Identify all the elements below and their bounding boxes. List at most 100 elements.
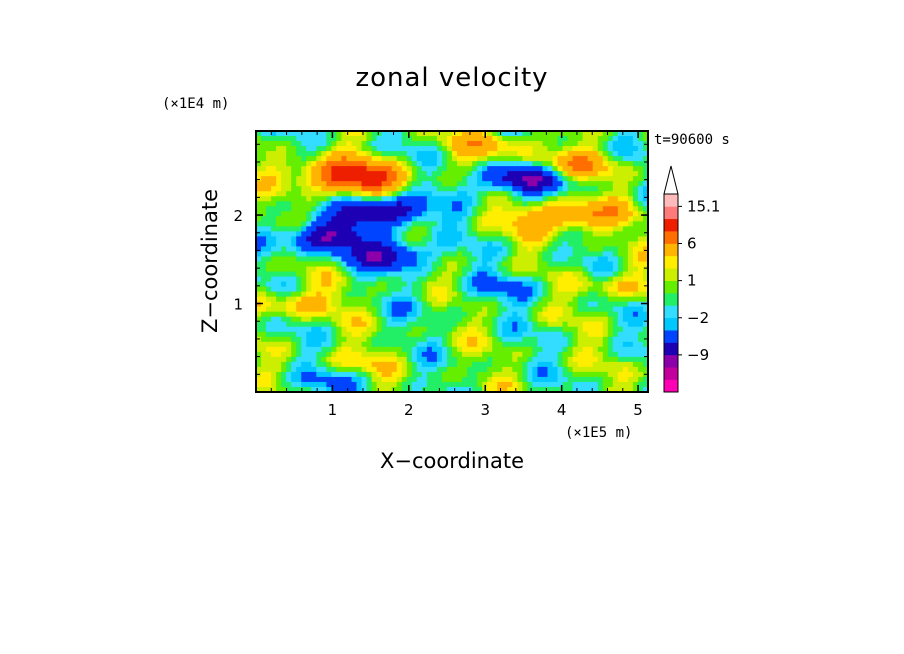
field-cell (311, 336, 317, 343)
field-cell (391, 246, 398, 253)
field-cell (587, 281, 594, 288)
field-cell (622, 276, 629, 283)
field-cell (452, 281, 458, 288)
field-cell (296, 236, 302, 243)
field-cell (406, 246, 413, 253)
field-cell (261, 321, 267, 328)
field-cell (457, 301, 463, 308)
field-cell (376, 331, 383, 338)
field-cell (426, 201, 433, 207)
field-cell (411, 336, 418, 343)
field-cell (567, 166, 574, 172)
field-cell (592, 376, 599, 383)
field-cell (396, 261, 403, 268)
field-cell (477, 156, 483, 162)
field-cell (492, 336, 498, 343)
field-cell (477, 246, 483, 253)
field-cell (326, 216, 332, 222)
field-cell (552, 176, 559, 182)
field-cell (522, 136, 528, 142)
field-cell (582, 351, 589, 358)
field-cell (617, 341, 624, 348)
field-cell (582, 291, 589, 298)
field-cell (642, 356, 648, 363)
field-cell (346, 201, 353, 207)
field-cell (517, 211, 523, 217)
field-cell (396, 361, 403, 368)
field-cell (522, 261, 528, 268)
field-cell (261, 276, 267, 283)
field-cell (431, 246, 438, 253)
field-cell (291, 221, 297, 227)
field-cell (507, 316, 513, 323)
field-cell (452, 376, 458, 383)
x-tick-label: 5 (633, 401, 643, 419)
field-cell (326, 136, 332, 142)
field-cell (406, 301, 413, 308)
field-cell (341, 246, 348, 253)
field-cell (276, 276, 282, 283)
field-cell (311, 216, 317, 222)
field-cell (602, 346, 609, 353)
field-cell (316, 261, 322, 268)
field-cell (411, 306, 418, 313)
field-cell (316, 296, 322, 303)
field-cell (371, 311, 378, 318)
field-cell (542, 216, 549, 222)
field-cell (587, 226, 594, 232)
field-cell (401, 186, 408, 192)
field-cell (411, 341, 418, 348)
field-cell (637, 331, 644, 338)
field-cell (266, 351, 272, 358)
field-cell (346, 136, 353, 142)
field-cell (612, 311, 619, 318)
field-cell (587, 326, 594, 333)
field-cell (452, 211, 458, 217)
field-cell (477, 186, 483, 192)
field-cell (286, 361, 292, 368)
field-cell (552, 306, 559, 313)
field-cell (537, 311, 544, 318)
field-cell (321, 331, 327, 338)
field-cell (592, 276, 599, 283)
field-cell (482, 326, 488, 333)
field-cell (467, 336, 473, 343)
field-cell (567, 341, 574, 348)
field-cell (396, 206, 403, 212)
field-cell (642, 326, 648, 333)
field-cell (597, 306, 604, 313)
field-cell (642, 166, 648, 172)
field-cell (296, 201, 302, 207)
field-cell (446, 276, 453, 283)
field-cell (306, 241, 312, 248)
field-cell (271, 206, 277, 212)
field-cell (361, 156, 368, 162)
field-cell (517, 151, 523, 157)
field-cell (411, 346, 418, 353)
field-cell (482, 191, 488, 197)
field-cell (301, 186, 307, 192)
field-cell (361, 361, 368, 368)
field-cell (547, 191, 554, 197)
field-cell (517, 181, 523, 187)
field-cell (396, 216, 403, 222)
field-cell (507, 256, 513, 263)
field-cell (572, 266, 579, 273)
field-cell (351, 316, 358, 323)
field-cell (276, 231, 282, 237)
field-cell (401, 361, 408, 368)
field-cell (301, 351, 307, 358)
field-cell (371, 331, 378, 338)
field-cell (306, 186, 312, 192)
field-cell (577, 161, 584, 167)
field-cell (562, 376, 569, 383)
field-cell (572, 356, 579, 363)
field-cell (472, 286, 478, 293)
field-cell (291, 151, 297, 157)
field-cell (567, 241, 574, 248)
field-cell (642, 246, 648, 253)
field-cell (627, 321, 634, 328)
field-cell (462, 206, 468, 212)
field-cell (557, 196, 564, 202)
field-cell (467, 241, 473, 248)
